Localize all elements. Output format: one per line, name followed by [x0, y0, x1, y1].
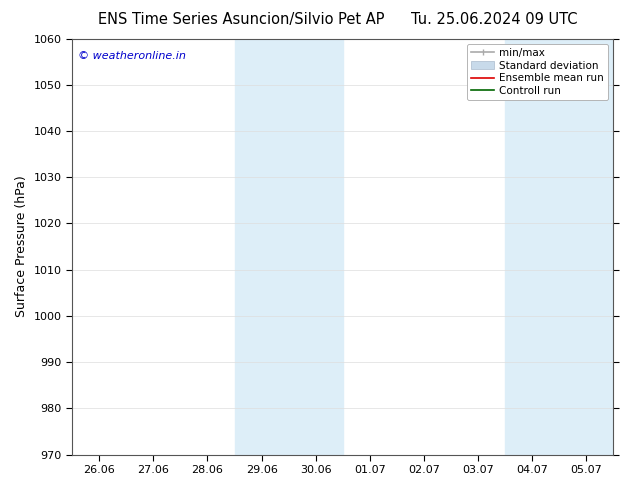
Text: ENS Time Series Asuncion/Silvio Pet AP: ENS Time Series Asuncion/Silvio Pet AP — [98, 12, 384, 27]
Legend: min/max, Standard deviation, Ensemble mean run, Controll run: min/max, Standard deviation, Ensemble me… — [467, 44, 608, 100]
Text: Tu. 25.06.2024 09 UTC: Tu. 25.06.2024 09 UTC — [411, 12, 578, 27]
Y-axis label: Surface Pressure (hPa): Surface Pressure (hPa) — [15, 176, 28, 318]
Text: © weatheronline.in: © weatheronline.in — [77, 51, 185, 61]
Bar — [235, 39, 343, 455]
Bar — [505, 39, 614, 455]
